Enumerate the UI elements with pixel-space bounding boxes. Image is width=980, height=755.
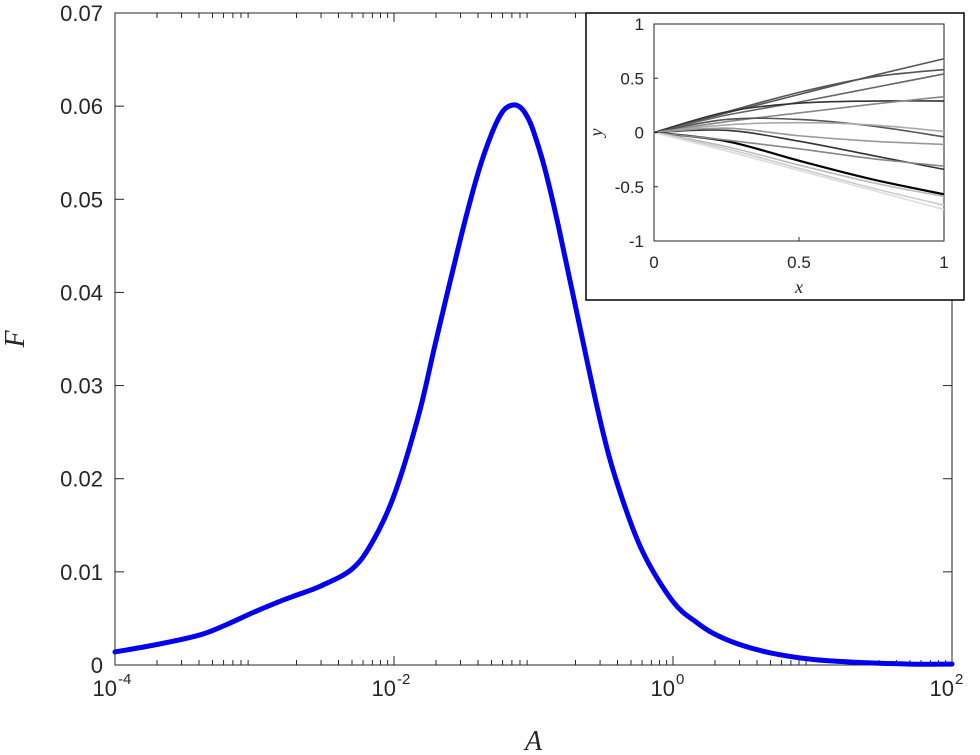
y-tick-label: 0.04 <box>60 280 103 305</box>
inset-series-line <box>653 131 945 206</box>
inset-series-line <box>653 95 945 134</box>
x-tick-base: 10 <box>930 676 954 701</box>
inset-y-tick-label: -0.5 <box>615 178 644 197</box>
inset-series-line <box>653 131 945 167</box>
y-tick-label: 0.07 <box>60 1 103 26</box>
inset-series-line <box>653 131 945 211</box>
y-tick-label: 0.03 <box>60 374 103 399</box>
y-tick-label: 0.01 <box>60 560 103 585</box>
x-tick-exponent: 2 <box>955 671 963 688</box>
inset-series-line <box>653 73 945 134</box>
inset-y-tick-label: -1 <box>629 232 644 251</box>
x-tick-base: 10 <box>372 676 396 701</box>
inset-y-axis-title: y <box>586 129 606 139</box>
inset-y-tick-label: 0.5 <box>620 69 644 88</box>
x-tick-exponent: -2 <box>397 671 410 688</box>
inset-x-tick-label: 1 <box>939 253 948 272</box>
inset-series-line <box>653 117 945 138</box>
x-tick-base: 10 <box>93 676 117 701</box>
inset-series-line <box>653 121 945 134</box>
x-tick-label: 10 2 <box>930 671 964 701</box>
y-tick-label: 0.02 <box>60 467 103 492</box>
inset-x-tick-label: 0 <box>649 253 658 272</box>
x-tick-exponent: 0 <box>676 671 684 688</box>
x-tick-base: 10 <box>651 676 675 701</box>
x-tick-exponent: -4 <box>118 671 131 688</box>
inset-y-tick-label: 1 <box>635 15 644 34</box>
inset-series-line <box>653 127 945 146</box>
y-tick-label: 0.05 <box>60 187 103 212</box>
x-tick-label: 10 -4 <box>93 671 132 701</box>
inset-series-line <box>653 100 945 134</box>
inset-series-line <box>653 131 945 198</box>
y-tick-label: 0.06 <box>60 94 103 119</box>
inset-x-axis-title: x <box>794 277 803 297</box>
x-tick-label: 10 0 <box>651 671 685 701</box>
y-tick-label: 0 <box>91 653 103 678</box>
x-tick-label: 10 -2 <box>372 671 411 701</box>
inset-x-tick-label: 0.5 <box>787 253 811 272</box>
y-axis-title: F <box>0 330 31 349</box>
inset-series-line <box>653 129 945 171</box>
series-line <box>112 102 955 667</box>
inset-plot-frame <box>653 23 945 242</box>
x-axis-title: A <box>523 726 543 755</box>
inset-y-tick-label: 0 <box>635 124 644 143</box>
inset-series-group <box>653 57 945 211</box>
